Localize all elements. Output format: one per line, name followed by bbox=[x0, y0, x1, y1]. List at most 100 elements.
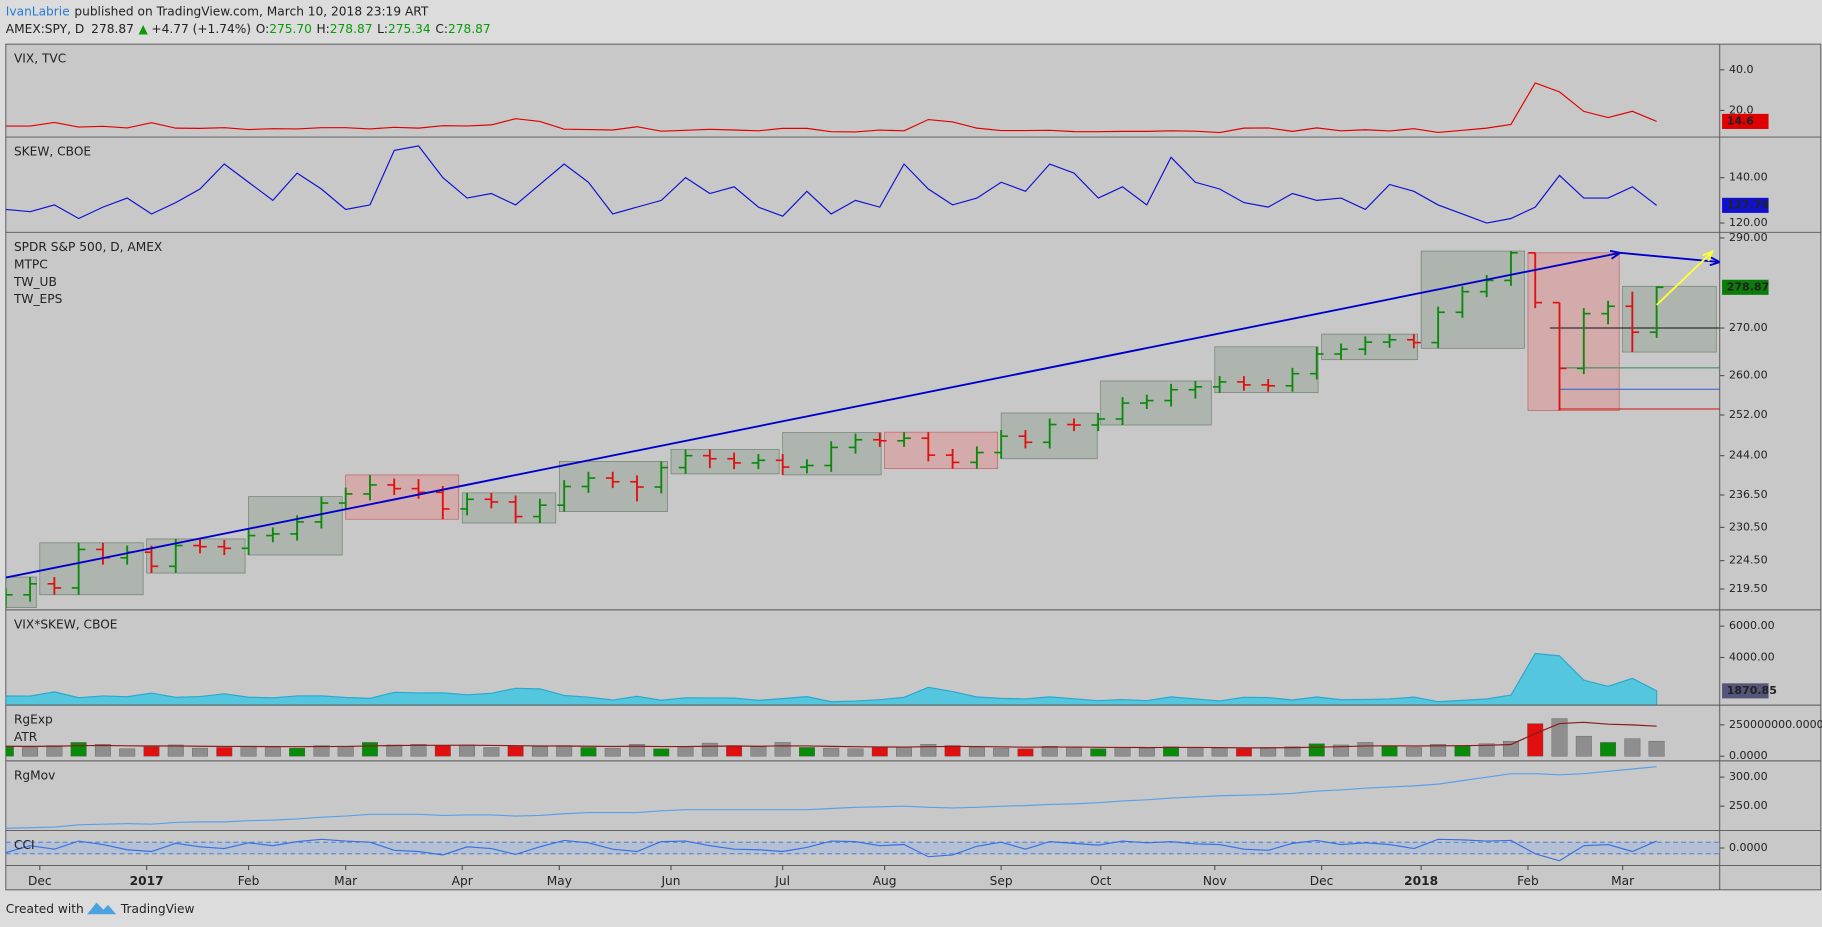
last-value-box bbox=[1722, 683, 1769, 699]
volume-bar bbox=[920, 744, 937, 757]
volume-bar bbox=[677, 746, 694, 757]
volume-bar bbox=[1454, 745, 1471, 757]
price-axis: 6000.00 4000.00 1870.85 bbox=[1719, 619, 1777, 699]
volume-bar bbox=[70, 742, 87, 757]
volume-bar bbox=[1430, 744, 1447, 757]
volume-bar bbox=[629, 744, 645, 757]
volume-bar bbox=[1527, 723, 1544, 757]
y-tick-label: 230.50 bbox=[1729, 520, 1768, 533]
volume-bar bbox=[313, 745, 330, 757]
last-value-box bbox=[1722, 197, 1769, 213]
last-value-box bbox=[1722, 113, 1769, 129]
x-tick-label: Apr bbox=[452, 874, 474, 888]
range-box bbox=[1100, 380, 1212, 426]
x-tick-label: Jun bbox=[660, 874, 680, 888]
y-tick-label: 20.0 bbox=[1729, 103, 1754, 116]
volume-bar bbox=[580, 747, 597, 757]
line bbox=[5, 838, 1657, 862]
volume-bar bbox=[119, 748, 136, 757]
cci-band bbox=[5, 842, 1720, 854]
panel bbox=[5, 766, 1657, 829]
panel-title: VIX*SKEW, CBOE bbox=[14, 617, 118, 631]
trend-line bbox=[1655, 250, 1714, 306]
panel bbox=[5, 838, 1720, 862]
volume-bar bbox=[798, 747, 815, 757]
volume-bar bbox=[1648, 740, 1665, 757]
volume-bar bbox=[167, 744, 184, 757]
volume-bar bbox=[1211, 747, 1228, 757]
price-axis: 290.00 270.00 260.00 252.00 244.00 236.50 230.… bbox=[1719, 231, 1770, 595]
volume-bar bbox=[143, 746, 160, 757]
panel-title: RgExp bbox=[14, 713, 53, 727]
x-tick-label: Oct bbox=[1090, 874, 1111, 888]
price-axis: 0.0000 bbox=[1719, 841, 1768, 854]
volume-bar bbox=[5, 746, 14, 757]
y-tick-label: 140.00 bbox=[1729, 171, 1768, 184]
arrow-head bbox=[1702, 249, 1715, 262]
quote-value: 278.87 bbox=[330, 22, 373, 36]
range-box bbox=[1321, 333, 1419, 361]
volume-bar bbox=[531, 746, 548, 757]
y-tick-label: 4000.00 bbox=[1729, 650, 1775, 663]
volume-bar bbox=[1551, 718, 1568, 757]
change-arrow: ▲ bbox=[139, 22, 149, 36]
panel-title: SPDR S&P 500, D, AMEX bbox=[14, 240, 162, 254]
range-box bbox=[1622, 285, 1717, 353]
volume-bar bbox=[1041, 746, 1058, 757]
y-tick-label: 300.00 bbox=[1729, 770, 1768, 783]
volume-bar bbox=[726, 745, 743, 757]
footer-brand[interactable]: TradingView bbox=[120, 902, 195, 916]
last-value-label: 278.87 bbox=[1727, 280, 1770, 293]
arrow-head bbox=[1709, 256, 1720, 267]
volume-bar bbox=[1017, 748, 1034, 757]
x-tick-label: Aug bbox=[873, 874, 897, 888]
x-tick-label: Dec bbox=[1310, 874, 1334, 888]
y-tick-label: 40.0 bbox=[1729, 63, 1754, 76]
volume-bar bbox=[459, 744, 476, 757]
quote-label: H: bbox=[317, 22, 330, 36]
change: +4.77 (+1.74%) bbox=[151, 22, 251, 36]
range-box bbox=[1214, 346, 1319, 394]
volume-bar bbox=[46, 745, 63, 757]
price-axis: 250000000.0000 0.0000 bbox=[1719, 718, 1822, 762]
volume-bar bbox=[1381, 746, 1398, 757]
volume-bar bbox=[1114, 747, 1131, 757]
volume-bar bbox=[1624, 738, 1641, 757]
x-tick-label: Mar bbox=[334, 874, 358, 888]
arrow-head bbox=[1609, 249, 1623, 260]
y-tick-label: 250.00 bbox=[1729, 799, 1768, 812]
volume-bar bbox=[264, 747, 281, 757]
x-tick-label: Feb bbox=[238, 874, 260, 888]
range-box bbox=[461, 492, 557, 524]
x-tick-label: Sep bbox=[990, 874, 1013, 888]
panel bbox=[5, 652, 1658, 706]
last-value-label: 127.79 bbox=[1727, 198, 1770, 211]
last-value-box bbox=[1722, 279, 1769, 295]
volume-bar bbox=[1405, 747, 1422, 757]
quote-label: O: bbox=[256, 22, 270, 36]
volume-bar bbox=[968, 747, 985, 757]
volume-bar bbox=[896, 746, 912, 757]
quote-label: C: bbox=[435, 22, 448, 36]
price-axis: 300.00 250.00 bbox=[1719, 770, 1768, 812]
author[interactable]: IvanLabrie bbox=[6, 4, 70, 18]
volume-bar bbox=[507, 746, 524, 757]
price-axis: 40.0 20.014.6 bbox=[1719, 63, 1769, 129]
volume-bar bbox=[1600, 742, 1617, 757]
line bbox=[5, 82, 1657, 134]
volume-bar bbox=[1138, 747, 1155, 757]
range-box bbox=[1420, 250, 1525, 349]
volume-bar bbox=[823, 747, 840, 757]
volume-bar bbox=[993, 747, 1010, 757]
range-box bbox=[5, 576, 37, 608]
panel bbox=[5, 82, 1657, 134]
quote-value: 275.34 bbox=[388, 22, 431, 36]
volume-bar bbox=[1260, 747, 1277, 757]
panel bbox=[5, 718, 1665, 757]
volume-bar bbox=[701, 742, 718, 757]
panel-title: RgMov bbox=[14, 768, 55, 782]
panel bbox=[5, 249, 1720, 608]
header-line-1: IvanLabrie published on TradingView.com, … bbox=[6, 4, 429, 18]
panel-title: TW_UB bbox=[13, 275, 57, 289]
price-axis: 140.00 120.00 127.79 bbox=[1719, 171, 1770, 229]
